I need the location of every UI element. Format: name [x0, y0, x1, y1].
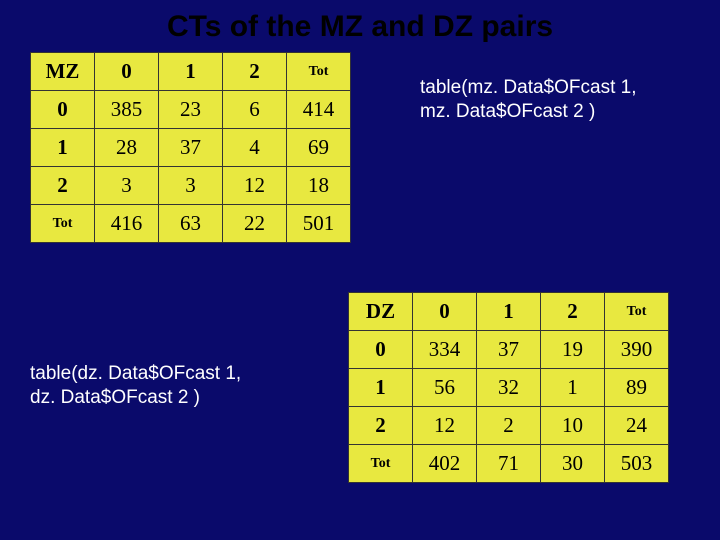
col-header: 0	[413, 293, 477, 331]
cell: 23	[159, 91, 223, 129]
cell: 24	[605, 407, 669, 445]
mz-code-line1: table(mz. Data$OFcast 1,	[420, 77, 636, 98]
cell: 89	[605, 369, 669, 407]
cell: 18	[287, 167, 351, 205]
cell: 501	[287, 205, 351, 243]
table-header-row: MZ 0 1 2 Tot	[31, 53, 351, 91]
cell: 30	[541, 445, 605, 483]
cell: 4	[223, 129, 287, 167]
dz-code-label: table(dz. Data$OFcast 1, dz. Data$OFcast…	[30, 362, 241, 410]
table-header-row: DZ 0 1 2 Tot	[349, 293, 669, 331]
row-header: 2	[349, 407, 413, 445]
row-header-tot: Tot	[31, 205, 95, 243]
col-header-tot: Tot	[287, 53, 351, 91]
row-header-tot: Tot	[349, 445, 413, 483]
cell: 2	[477, 407, 541, 445]
cell: 3	[159, 167, 223, 205]
content-area: MZ 0 1 2 Tot 0 385 23 6 414 1 28 37 4 69…	[0, 52, 720, 537]
table-row: Tot 416 63 22 501	[31, 205, 351, 243]
row-header: 1	[31, 129, 95, 167]
slide-title: CTs of the MZ and DZ pairs	[0, 0, 720, 52]
cell: 3	[95, 167, 159, 205]
col-header: 2	[223, 53, 287, 91]
dz-table: DZ 0 1 2 Tot 0 334 37 19 390 1 56 32 1 8…	[348, 292, 669, 483]
table-row: 0 385 23 6 414	[31, 91, 351, 129]
cell: 22	[223, 205, 287, 243]
cell: 6	[223, 91, 287, 129]
cell: 416	[95, 205, 159, 243]
col-header: 0	[95, 53, 159, 91]
cell: 69	[287, 129, 351, 167]
row-header: 1	[349, 369, 413, 407]
cell: 385	[95, 91, 159, 129]
cell: 32	[477, 369, 541, 407]
cell: 390	[605, 331, 669, 369]
mz-code-label: table(mz. Data$OFcast 1, mz. Data$OFcast…	[420, 76, 636, 124]
mz-code-line2: mz. Data$OFcast 2 )	[420, 101, 595, 122]
cell: 56	[413, 369, 477, 407]
cell: 1	[541, 369, 605, 407]
cell: 71	[477, 445, 541, 483]
col-header-tot: Tot	[605, 293, 669, 331]
cell: 414	[287, 91, 351, 129]
table-row: 2 12 2 10 24	[349, 407, 669, 445]
cell: 37	[159, 129, 223, 167]
cell: 12	[413, 407, 477, 445]
cell: 37	[477, 331, 541, 369]
mz-table: MZ 0 1 2 Tot 0 385 23 6 414 1 28 37 4 69…	[30, 52, 351, 243]
table-row: 1 28 37 4 69	[31, 129, 351, 167]
dz-code-line2: dz. Data$OFcast 2 )	[30, 387, 200, 408]
dz-corner-cell: DZ	[349, 293, 413, 331]
col-header: 1	[159, 53, 223, 91]
cell: 12	[223, 167, 287, 205]
table-row: 2 3 3 12 18	[31, 167, 351, 205]
mz-corner-cell: MZ	[31, 53, 95, 91]
cell: 334	[413, 331, 477, 369]
cell: 402	[413, 445, 477, 483]
table-row: 0 334 37 19 390	[349, 331, 669, 369]
table-row: 1 56 32 1 89	[349, 369, 669, 407]
cell: 10	[541, 407, 605, 445]
cell: 63	[159, 205, 223, 243]
cell: 19	[541, 331, 605, 369]
row-header: 0	[349, 331, 413, 369]
col-header: 1	[477, 293, 541, 331]
row-header: 2	[31, 167, 95, 205]
row-header: 0	[31, 91, 95, 129]
col-header: 2	[541, 293, 605, 331]
table-row: Tot 402 71 30 503	[349, 445, 669, 483]
cell: 503	[605, 445, 669, 483]
cell: 28	[95, 129, 159, 167]
dz-code-line1: table(dz. Data$OFcast 1,	[30, 363, 241, 384]
